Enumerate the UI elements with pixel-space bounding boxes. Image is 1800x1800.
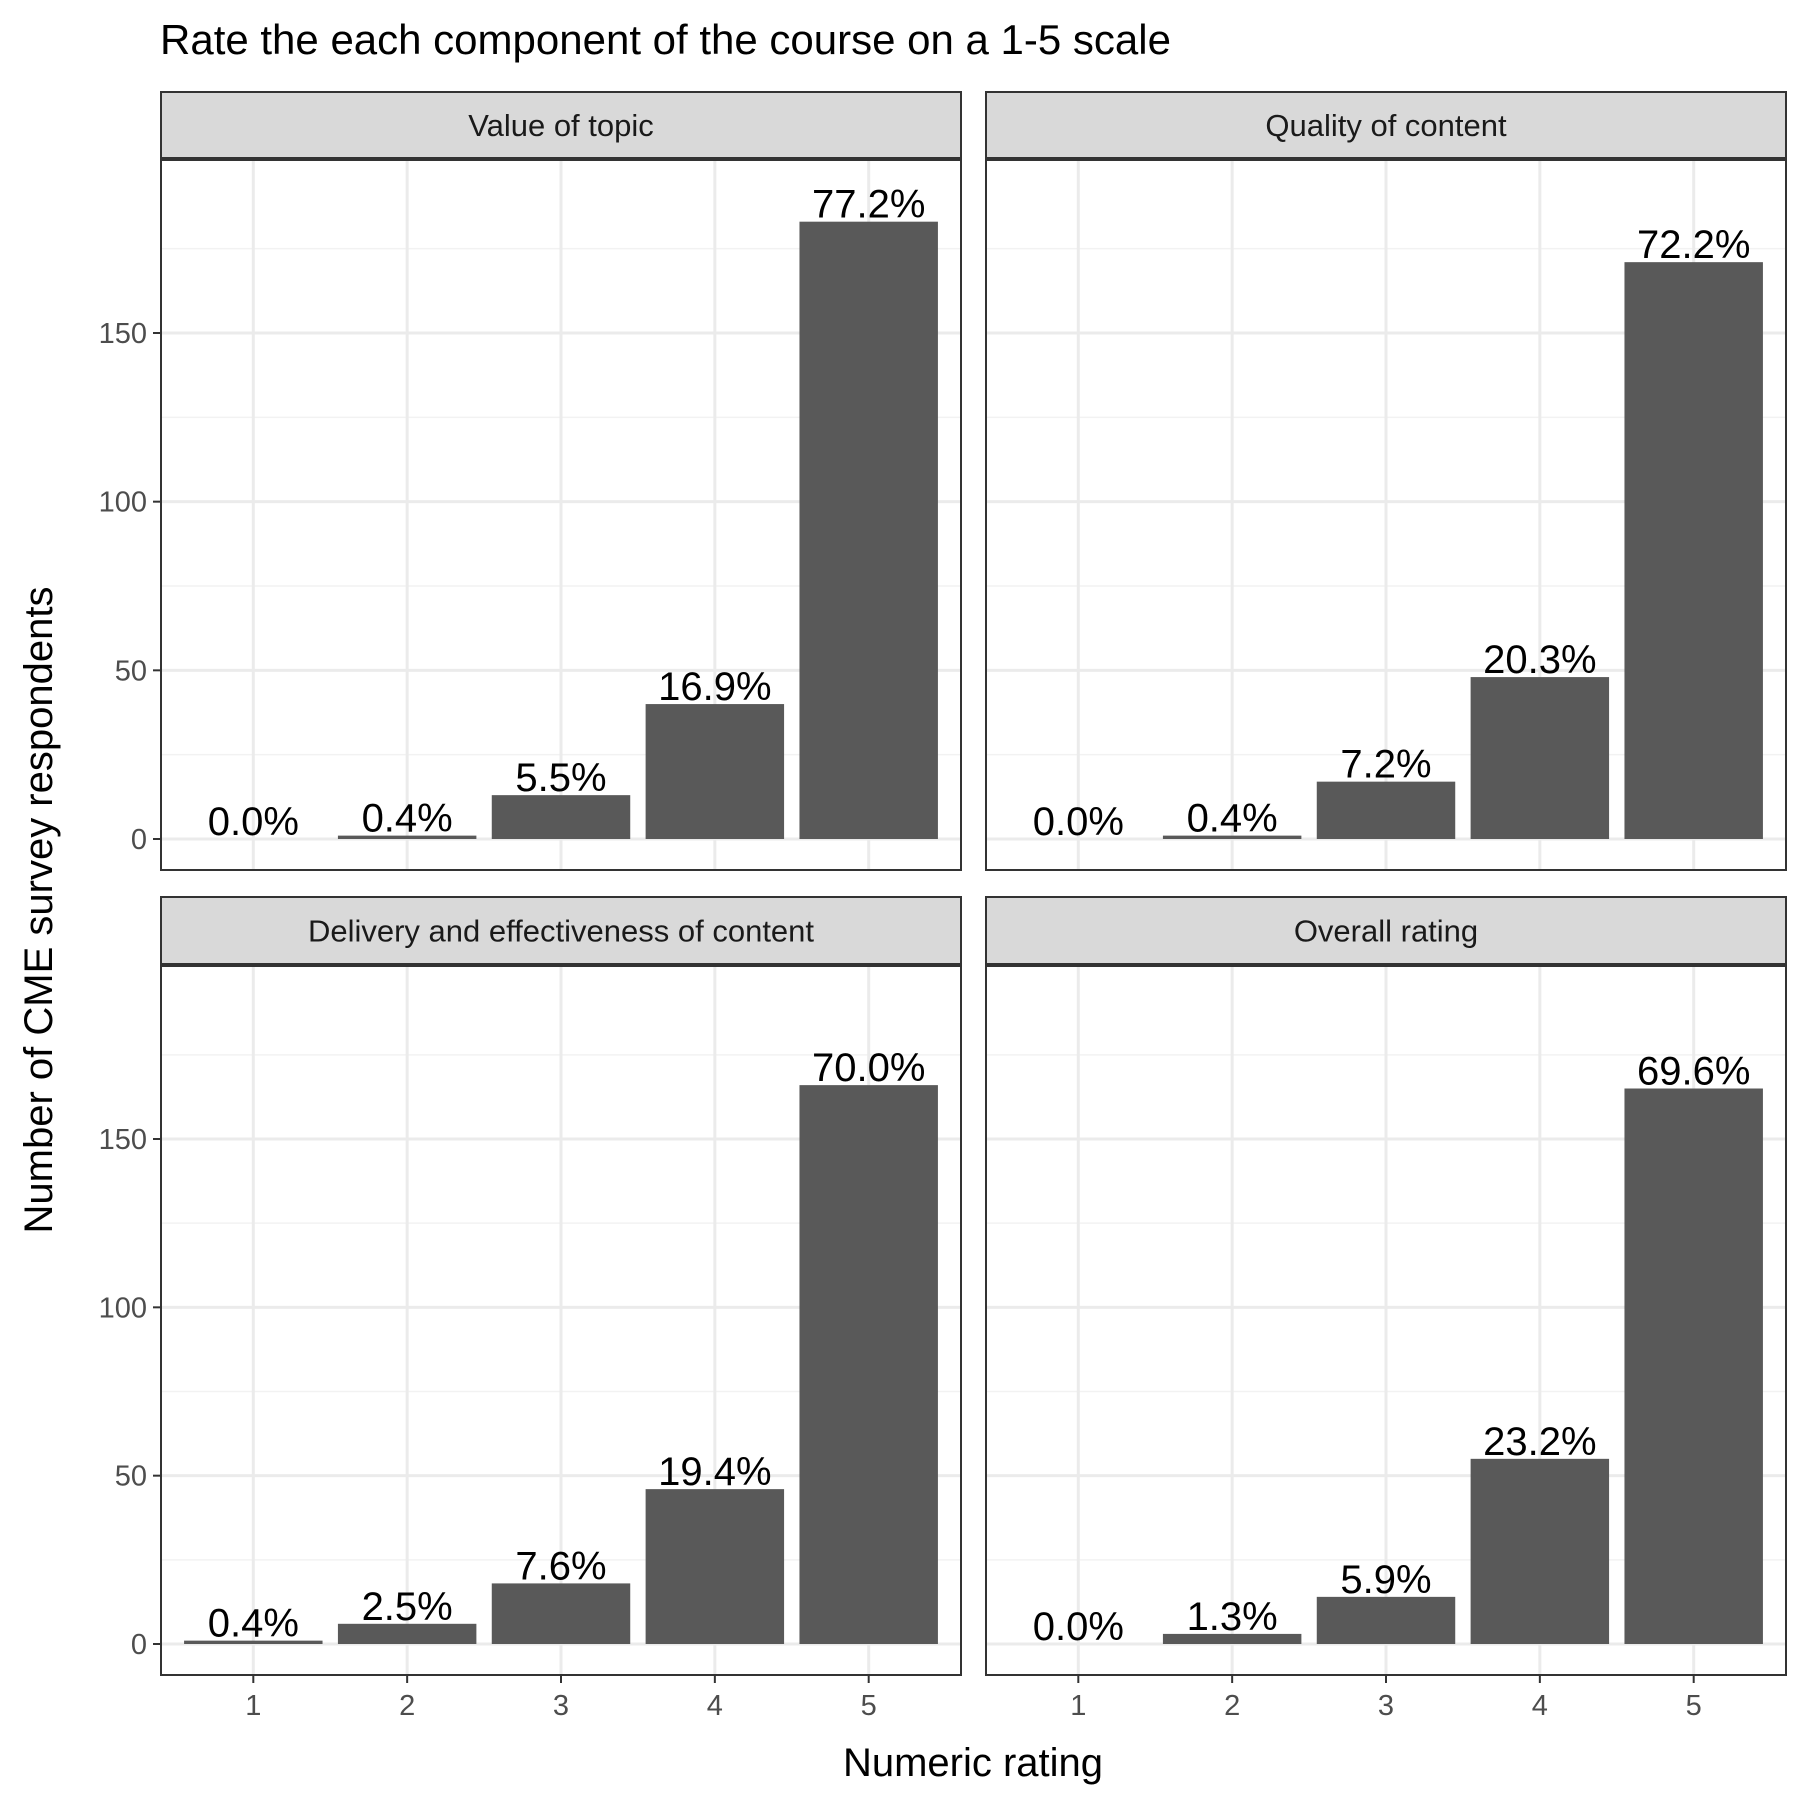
facet-strip [160, 896, 962, 965]
y-tick-label: 50 [115, 1461, 147, 1493]
bar [645, 1489, 785, 1644]
panels: 0.0% 0.4%5.5%16.9%77.2%Value of topic0501… [99, 91, 1787, 1722]
y-tick-label: 150 [99, 318, 147, 350]
panel-2: 0.0% 0.4% 7.2% 20.3% 72.2% Quality of content [985, 91, 1787, 871]
facet-strip [160, 91, 962, 159]
y-tick-label: 0 [131, 824, 147, 856]
x-tick-label: 2 [1224, 1690, 1240, 1722]
bar-label: 72.2% [1637, 223, 1750, 267]
x-tick-label: 2 [399, 1690, 415, 1722]
facet-strip [985, 91, 1787, 159]
bar-label: 0.4% [208, 1602, 299, 1646]
bar-label: 7.2% [1340, 743, 1431, 787]
facet-strip [985, 896, 1787, 965]
bar [1624, 1088, 1763, 1644]
y-tick-label: 150 [99, 1124, 147, 1156]
chart-title: Rate the each component of the course on… [160, 16, 1171, 63]
x-tick-label: 5 [861, 1690, 877, 1722]
bar [1470, 1458, 1610, 1644]
y-tick-label: 100 [99, 1292, 147, 1324]
facet-label: Quality of content [1265, 108, 1507, 143]
bar [799, 1085, 938, 1644]
bar [799, 221, 938, 839]
facet-label: Value of topic [468, 108, 654, 143]
bar-label: 0.0% [1033, 800, 1124, 844]
bar-label: 23.2% [1483, 1420, 1596, 1464]
bar-label: 7.6% [515, 1544, 606, 1588]
y-tick-label: 50 [115, 655, 147, 687]
bar-label: 0.4% [362, 797, 453, 841]
bar-label: 2.5% [362, 1585, 453, 1629]
bar [1162, 1633, 1302, 1644]
x-tick-label: 5 [1686, 1690, 1702, 1722]
bar-label: 20.3% [1483, 638, 1596, 682]
panel-border [985, 159, 1787, 871]
bar [491, 795, 631, 839]
x-tick-label: 3 [553, 1690, 569, 1722]
bar-label: 0.4% [1187, 797, 1278, 841]
facet-label: Delivery and effectiveness of content [308, 914, 814, 949]
panel-3: 0.4% 2.5% 7.6% 19.4% 70.0% Delivery and effec… [99, 896, 962, 1722]
facet-label: Overall rating [1294, 914, 1478, 949]
bar-label: 69.6% [1637, 1050, 1750, 1094]
panel-1: 0.0% 0.4% 5.5% 16.9% 77.2% Value of topic 0 50 1… [99, 91, 962, 871]
x-tick-label: 3 [1378, 1690, 1394, 1722]
panel-border [160, 159, 962, 871]
x-tick-label: 1 [1070, 1690, 1086, 1722]
bar-label: 5.5% [515, 756, 606, 800]
y-tick-label: 0 [131, 1629, 147, 1661]
panel-4: 0.0% 1.3% 5.9% 23.2% 69.6% Overall rating 1 2 3 4… [985, 896, 1787, 1722]
bar-label: 5.9% [1340, 1558, 1431, 1602]
bar-label: 0.0% [208, 800, 299, 844]
bar-label: 16.9% [658, 665, 771, 709]
bar [1316, 1596, 1456, 1644]
bar-label: 0.0% [1033, 1605, 1124, 1649]
bar [1316, 781, 1456, 839]
bar [645, 704, 785, 839]
bar-label: 1.3% [1187, 1595, 1278, 1639]
bar [491, 1583, 631, 1644]
bar [337, 835, 477, 839]
bar [1470, 677, 1610, 839]
bar-label: 19.4% [658, 1450, 771, 1494]
bar [1624, 262, 1763, 839]
bar [184, 1640, 323, 1644]
y-tick-label: 100 [99, 487, 147, 519]
bar [337, 1623, 477, 1644]
x-axis-title: Numeric rating [843, 1741, 1103, 1785]
bar-label: 77.2% [812, 183, 925, 227]
x-tick-label: 1 [245, 1690, 261, 1722]
bar [1162, 835, 1302, 839]
y-axis-title: Number of CME survey respondents [17, 587, 61, 1234]
x-tick-label: 4 [707, 1690, 723, 1722]
bar-label: 70.0% [812, 1046, 925, 1090]
x-tick-label: 4 [1532, 1690, 1548, 1722]
